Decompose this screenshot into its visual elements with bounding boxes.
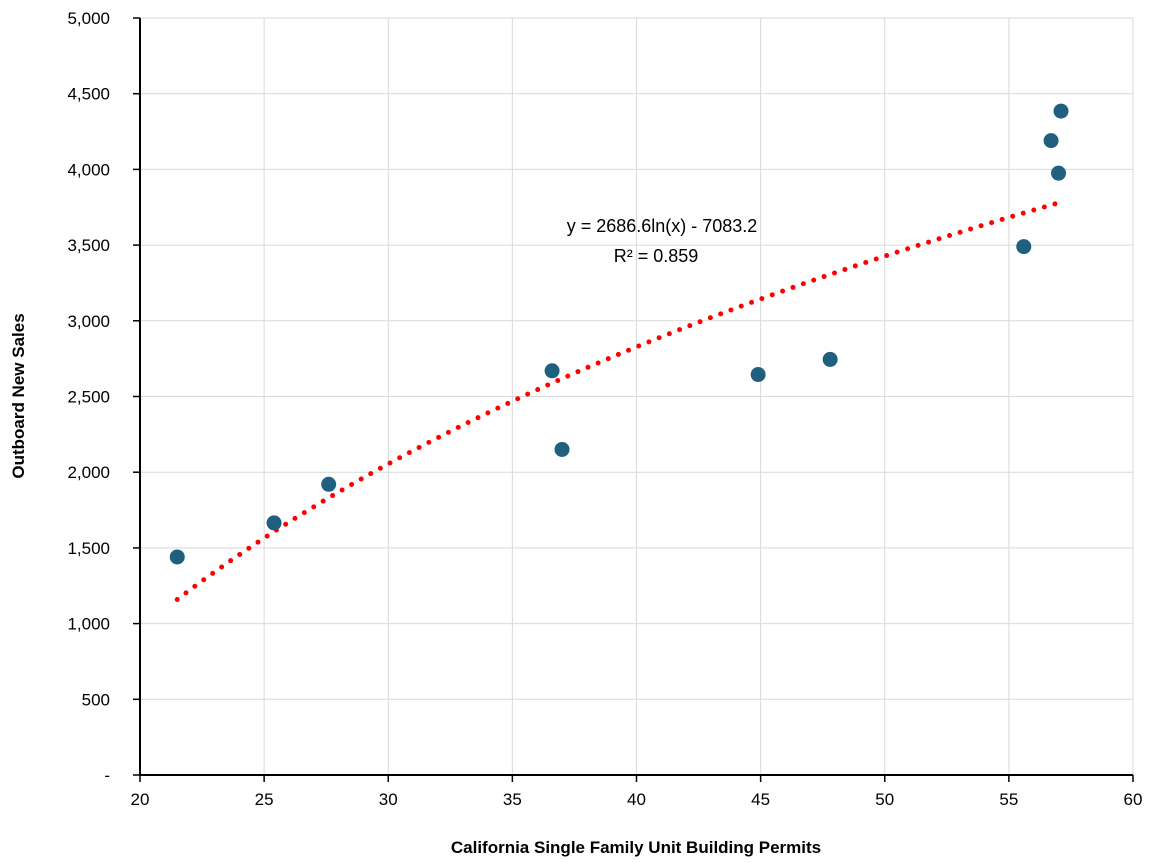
r-squared-label: R² = 0.859	[614, 246, 699, 266]
x-tick-label: 50	[875, 790, 894, 809]
y-axis-title: Outboard New Sales	[9, 313, 28, 478]
x-tick-label: 55	[999, 790, 1018, 809]
x-tick-label: 45	[751, 790, 770, 809]
y-tick-label: -	[104, 766, 110, 785]
y-tick-label: 500	[82, 690, 110, 709]
data-point	[822, 351, 838, 367]
y-tick-label: 2,000	[67, 463, 110, 482]
trendline-path	[174, 199, 1064, 602]
data-point	[169, 549, 185, 565]
data-point	[544, 363, 560, 379]
data-point	[554, 441, 570, 457]
y-tick-label: 3,000	[67, 312, 110, 331]
x-tick-label: 20	[131, 790, 150, 809]
data-point	[321, 476, 337, 492]
y-tick-label: 4,000	[67, 160, 110, 179]
x-tick-labels: 20 25 30 35 40 45 50 55 60	[131, 775, 1143, 809]
x-axis-title: California Single Family Unit Building P…	[451, 838, 821, 857]
x-tick-label: 60	[1124, 790, 1143, 809]
x-tick-label: 25	[255, 790, 274, 809]
y-tick-label: 4,500	[67, 85, 110, 104]
y-tick-label: 5,000	[67, 9, 110, 28]
trendline-equation: y = 2686.6ln(x) - 7083.2	[567, 216, 758, 236]
data-point	[1016, 239, 1032, 255]
x-tick-label: 30	[379, 790, 398, 809]
data-point	[750, 367, 766, 383]
gridlines	[140, 17, 1134, 775]
y-tick-label: 1,500	[67, 539, 110, 558]
y-tick-label: 1,000	[67, 615, 110, 634]
data-points	[169, 103, 1069, 565]
data-point	[1053, 103, 1069, 119]
data-point	[1043, 133, 1059, 149]
x-tick-label: 40	[627, 790, 646, 809]
y-tick-label: 2,500	[67, 388, 110, 407]
x-tick-label: 35	[503, 790, 522, 809]
trendline	[174, 199, 1064, 602]
y-tick-label: 3,500	[67, 236, 110, 255]
data-point	[1051, 165, 1067, 181]
y-tick-labels: - 500 1,000 1,500 2,000 2,500 3,000 3,500 4,000 4…	[67, 9, 140, 785]
data-point	[266, 515, 282, 531]
